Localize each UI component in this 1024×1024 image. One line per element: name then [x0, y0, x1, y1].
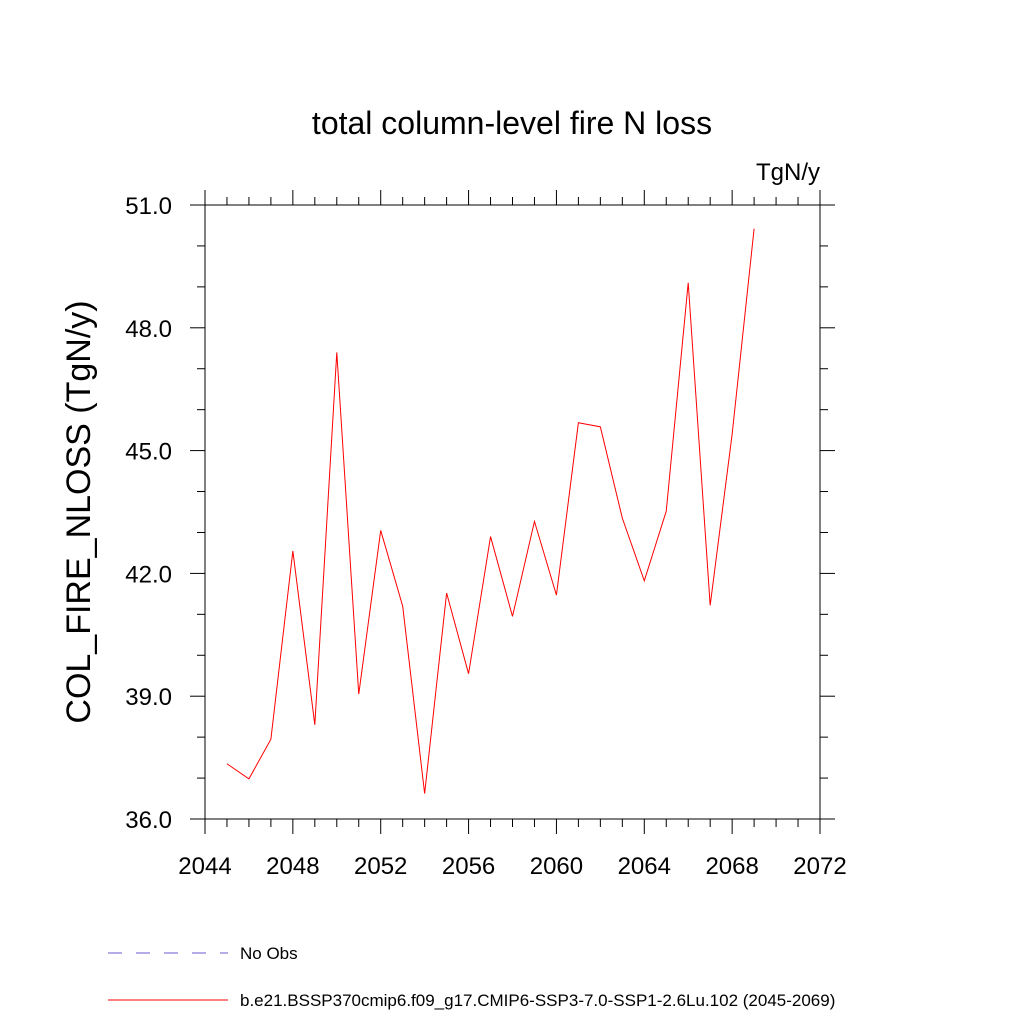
- y-tick-label: 51.0: [125, 193, 172, 220]
- legend: No Obs b.e21.BSSP370cmip6.f09_g17.CMIP6-…: [108, 944, 835, 1010]
- x-tick-label: 2056: [442, 853, 495, 880]
- axis-ticks: [190, 190, 835, 834]
- series-line: [226, 228, 755, 794]
- y-tick-label: 39.0: [125, 684, 172, 711]
- x-tick-label: 2044: [178, 853, 231, 880]
- y-tick-label: 45.0: [125, 439, 172, 466]
- legend-label: b.e21.BSSP370cmip6.f09_g17.CMIP6-SSP3-7.…: [240, 991, 835, 1010]
- x-tick-label: 2052: [354, 853, 407, 880]
- legend-label: No Obs: [240, 944, 298, 963]
- units-label: TgN/y: [756, 159, 820, 186]
- y-tick-label: 42.0: [125, 561, 172, 588]
- x-tick-label: 2068: [705, 853, 758, 880]
- y-tick-label: 36.0: [125, 807, 172, 834]
- x-tick-label: 2048: [266, 853, 319, 880]
- legend-item-no-obs: No Obs: [108, 944, 298, 963]
- x-tick-label: 2072: [793, 853, 846, 880]
- y-tick-label: 48.0: [125, 316, 172, 343]
- x-tick-label: 2064: [618, 853, 671, 880]
- plot-frame: [204, 204, 821, 820]
- axis-tick-labels: 2044 2048 2052 2056 2060 2064 2068 2072 36.0 39.0…: [125, 193, 846, 880]
- chart-title: total column-level fire N loss: [312, 105, 712, 141]
- x-tick-label: 2060: [530, 853, 583, 880]
- y-axis-label: COL_FIRE_NLOSS (TgN/y): [60, 300, 98, 723]
- legend-item-series: b.e21.BSSP370cmip6.f09_g17.CMIP6-SSP3-7.…: [108, 991, 835, 1010]
- series-layer: [226, 228, 755, 794]
